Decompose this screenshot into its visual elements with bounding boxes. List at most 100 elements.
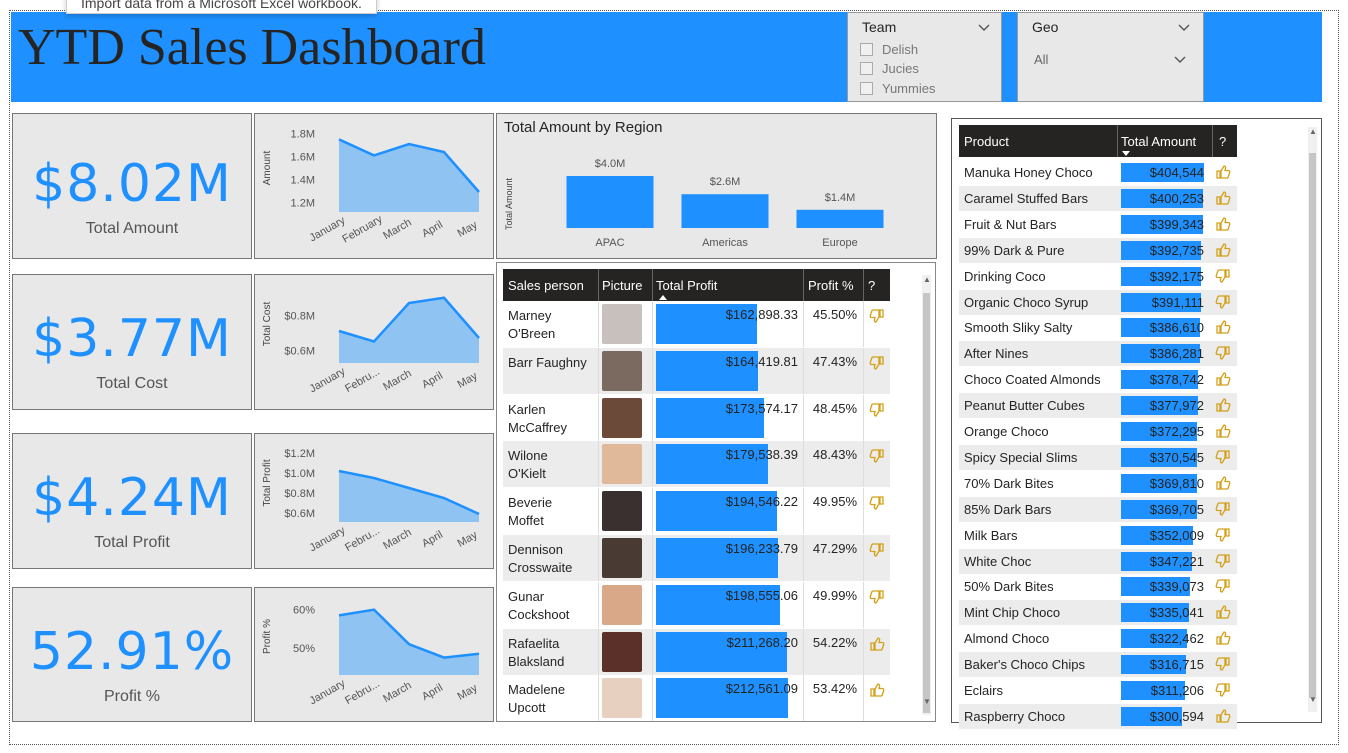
product-name: Spicy Special Slims xyxy=(964,449,1078,465)
table-row[interactable]: Wilone O'Kielt $179,538.39 48.43% xyxy=(503,441,890,488)
column-header-sales-person[interactable]: Sales person xyxy=(508,278,584,293)
checkbox-icon[interactable] xyxy=(860,82,873,95)
table-row[interactable]: Rafaelita Blaksland $211,268.20 54.22% xyxy=(503,628,890,675)
chevron-down-icon[interactable] xyxy=(1178,21,1190,35)
team-slicer[interactable]: Team Delish Jucies Yummies xyxy=(847,12,1002,102)
table-row[interactable]: Orange Choco $372,295 xyxy=(959,419,1237,444)
checkbox-icon[interactable] xyxy=(860,62,873,75)
table-row[interactable]: Milk Bars $352,009 xyxy=(959,522,1237,548)
table-row[interactable]: Gunar Cockshoot $198,555.06 49.99% xyxy=(503,581,890,628)
team-option-delish[interactable]: Delish xyxy=(860,42,918,57)
column-header-product[interactable]: Product xyxy=(964,134,1009,149)
kpi-card-total-cost[interactable]: $3.77M Total Cost xyxy=(12,274,252,410)
table-row[interactable]: 85% Dark Bars $369,705 xyxy=(959,496,1237,522)
profit-trend-chart[interactable]: Total Profit $1.2M $1.0M $0.8M $0.6M January F… xyxy=(254,433,494,569)
product-name: Eclairs xyxy=(964,683,1004,698)
table-row[interactable]: Beverie Moffet $194,546.22 49.95% xyxy=(503,488,890,535)
table-row[interactable]: Marney O'Breen $162,898.33 45.50% xyxy=(503,301,890,347)
table-row[interactable]: Dennison Crosswaite $196,233.79 47.29% xyxy=(503,535,890,581)
table-row[interactable]: 50% Dark Bites $339,073 xyxy=(959,574,1237,600)
amount-bar xyxy=(1121,240,1202,260)
table-row[interactable]: 70% Dark Bites $369,810 xyxy=(959,470,1237,496)
amount-value: $369,810 xyxy=(1149,475,1204,491)
column-header-total-amount[interactable]: Total Amount xyxy=(1121,134,1197,149)
checkbox-icon[interactable] xyxy=(860,43,873,56)
column-header-picture[interactable]: Picture xyxy=(602,278,643,293)
table-row[interactable]: Eclairs $311,206 xyxy=(959,678,1237,703)
table-row[interactable]: Organic Choco Syrup $391,111 xyxy=(959,289,1237,315)
sales-person-photo xyxy=(602,491,642,532)
table-row[interactable]: Caramel Stuffed Bars $400,253 xyxy=(959,185,1237,211)
table-row[interactable]: Manuka Honey Choco $404,544 xyxy=(959,160,1237,185)
scroll-up-icon[interactable]: ▲ xyxy=(923,275,931,284)
profit-pct-value: 49.95% xyxy=(812,494,857,510)
scrollbar-thumb[interactable] xyxy=(1309,153,1316,698)
x-tick-label: APAC xyxy=(595,237,624,249)
thumbs-up-icon xyxy=(1215,319,1231,335)
product-table[interactable]: Product Total Amount ? Manuka Honey Choc… xyxy=(951,118,1322,729)
y-tick-label: $1.2M xyxy=(284,448,315,460)
sales-person-name: Dennison Crosswaite xyxy=(508,542,573,575)
geo-slicer[interactable]: Geo All xyxy=(1017,12,1204,102)
y-axis-label: Total Cost xyxy=(262,302,273,347)
scroll-up-icon[interactable]: ▲ xyxy=(1309,127,1317,136)
thumbs-down-icon xyxy=(869,495,885,511)
region-bar-chart[interactable]: Total Amount by Region Total Amount $4.0M… xyxy=(496,113,937,259)
team-option-yummies[interactable]: Yummies xyxy=(860,81,935,96)
table-row[interactable]: 99% Dark & Pure $392,735 xyxy=(959,237,1237,263)
table-row[interactable]: Raspberry Choco $300,594 xyxy=(959,703,1237,729)
table-row[interactable]: White Choc $347,221 xyxy=(959,548,1237,574)
table-row[interactable]: Barr Faughny $164,419.81 47.43% xyxy=(503,347,890,394)
chevron-down-icon[interactable] xyxy=(978,21,990,35)
x-tick-label: January xyxy=(308,677,348,707)
cost-trend-chart[interactable]: Total Cost $0.8M $0.6M January Febru... March… xyxy=(254,274,494,410)
y-tick-label: 1.8M xyxy=(291,129,315,141)
table-row[interactable]: Smooth Sliky Salty $386,610 xyxy=(959,315,1237,341)
amount-trend-chart[interactable]: Amount 1.8M 1.6M 1.4M 1.2M January February Mar… xyxy=(254,113,494,259)
sort-desc-icon[interactable] xyxy=(1122,151,1130,156)
team-option-jucies[interactable]: Jucies xyxy=(860,61,919,76)
thumbs-down-icon xyxy=(1215,578,1231,594)
kpi-card-profit-pct[interactable]: 52.91% Profit % xyxy=(12,587,252,722)
scroll-down-icon[interactable]: ▼ xyxy=(1309,695,1317,704)
chevron-down-icon[interactable] xyxy=(1174,53,1186,67)
column-header-status[interactable]: ? xyxy=(868,278,876,293)
amount-bar xyxy=(1121,266,1202,286)
y-tick-label: 50% xyxy=(293,643,315,655)
table-row[interactable]: After Nines $386,281 xyxy=(959,341,1237,367)
table-row[interactable]: Drinking Coco $392,175 xyxy=(959,263,1237,289)
kpi-label: Profit % xyxy=(103,688,160,705)
table-row[interactable]: Choco Coated Almonds $378,742 xyxy=(959,367,1237,393)
data-label: $4.0M xyxy=(595,158,626,170)
amount-value: $316,715 xyxy=(1149,657,1204,673)
sort-asc-icon[interactable] xyxy=(659,295,667,300)
column-header-status[interactable]: ? xyxy=(1219,134,1227,149)
table-row[interactable]: Mint Chip Choco $335,041 xyxy=(959,600,1237,626)
thumbs-down-icon xyxy=(1215,345,1231,361)
column-header-total-profit[interactable]: Total Profit xyxy=(656,278,718,293)
table-row[interactable]: Madelene Upcott $212,561.09 53.42% xyxy=(503,675,890,722)
kpi-value: $3.77M xyxy=(32,309,232,369)
table-row[interactable]: Almond Choco $322,462 xyxy=(959,626,1237,652)
amount-value: $404,544 xyxy=(1149,165,1204,180)
column-header-profit-pct[interactable]: Profit % xyxy=(808,278,854,293)
sales-person-name: Barr Faughny xyxy=(508,354,587,370)
amount-value: $392,175 xyxy=(1149,268,1204,284)
table-row[interactable]: Baker's Choco Chips $316,715 xyxy=(959,652,1237,678)
product-name: 99% Dark & Pure xyxy=(964,242,1065,258)
geo-selected-value[interactable]: All xyxy=(1034,52,1049,67)
scrollbar-thumb[interactable] xyxy=(923,293,930,713)
table-row[interactable]: Spicy Special Slims $370,545 xyxy=(959,444,1237,470)
table-row[interactable]: Karlen McCaffrey $173,574.17 48.45% xyxy=(503,394,890,441)
thumbs-up-icon xyxy=(869,682,885,698)
table-row[interactable]: Peanut Butter Cubes $377,972 xyxy=(959,393,1237,419)
profit-trend-svg: Total Profit $1.2M $1.0M $0.8M $0.6M JanuaryF… xyxy=(262,448,480,554)
kpi-card-total-profit[interactable]: $4.24M Total Profit xyxy=(12,433,252,569)
page-title: YTD Sales Dashboard xyxy=(18,19,486,76)
table-row[interactable]: Fruit & Nut Bars $399,343 xyxy=(959,211,1237,237)
x-tick-label: Febru... xyxy=(343,525,382,554)
kpi-card-total-amount[interactable]: $8.02M Total Amount xyxy=(12,113,252,259)
scroll-down-icon[interactable]: ▼ xyxy=(923,697,931,706)
profit-pct-trend-chart[interactable]: Profit % 60% 50% January Febru... March April M… xyxy=(254,587,494,722)
sales-person-table[interactable]: Sales person Picture Total Profit Profit… xyxy=(496,262,936,722)
